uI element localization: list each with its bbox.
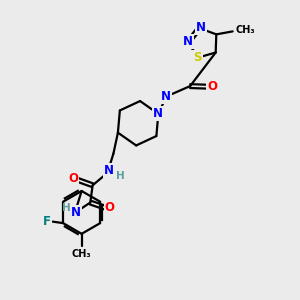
Text: N: N <box>71 206 81 219</box>
Text: O: O <box>105 201 115 214</box>
Text: N: N <box>153 107 163 120</box>
Text: S: S <box>194 51 202 64</box>
Text: CH₃: CH₃ <box>235 25 255 35</box>
Text: F: F <box>43 214 51 227</box>
Text: N: N <box>161 90 171 103</box>
Text: N: N <box>196 21 206 34</box>
Text: CH₃: CH₃ <box>72 249 92 259</box>
Text: N: N <box>183 35 193 48</box>
Text: O: O <box>68 172 78 185</box>
Text: N: N <box>104 164 114 177</box>
Text: H: H <box>116 171 124 182</box>
Text: H: H <box>61 202 70 213</box>
Text: O: O <box>207 80 218 93</box>
